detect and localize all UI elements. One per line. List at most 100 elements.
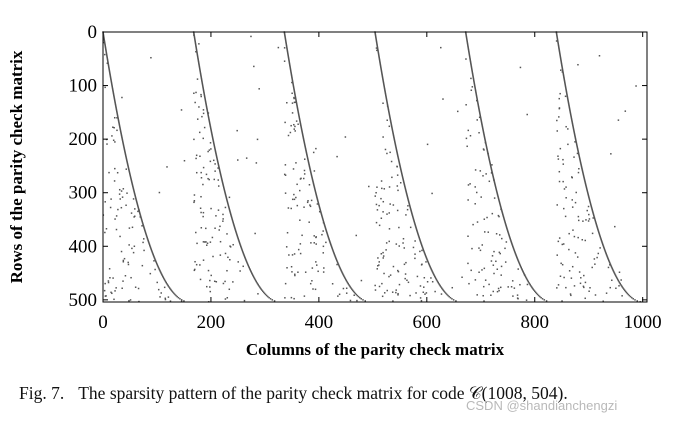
nonzero-point (478, 116, 481, 119)
nonzero-point (198, 67, 201, 70)
nonzero-point (510, 242, 513, 244)
nonzero-point (466, 40, 468, 43)
nonzero-point (430, 269, 433, 271)
nonzero-point (230, 216, 233, 219)
nonzero-point (120, 130, 122, 133)
nonzero-point (620, 279, 622, 281)
nonzero-point (466, 39, 468, 42)
nonzero-point (396, 150, 398, 152)
nonzero-point (233, 225, 235, 227)
nonzero-point (445, 292, 447, 295)
nonzero-point (519, 66, 522, 69)
nonzero-point (451, 286, 454, 289)
nonzero-point (304, 158, 306, 160)
nonzero-point (291, 79, 294, 81)
nonzero-point (383, 86, 386, 89)
nonzero-point (392, 135, 395, 137)
nonzero-point (311, 280, 313, 282)
nonzero-point (109, 77, 112, 79)
nonzero-point (512, 246, 514, 249)
nonzero-point (526, 283, 529, 286)
nonzero-point (556, 39, 559, 42)
nonzero-point (129, 299, 132, 301)
nonzero-point (478, 108, 480, 110)
nonzero-point (148, 243, 151, 245)
nonzero-point (501, 210, 503, 212)
nonzero-point (347, 283, 349, 285)
nonzero-point (410, 211, 413, 213)
nonzero-point (134, 195, 136, 197)
nonzero-point (158, 269, 161, 271)
nonzero-point (211, 135, 214, 137)
nonzero-point (381, 295, 384, 298)
nonzero-point (585, 184, 587, 186)
nonzero-point (577, 219, 580, 222)
nonzero-point (263, 292, 266, 295)
nonzero-point (323, 224, 326, 226)
nonzero-point (112, 91, 114, 93)
nonzero-point (119, 235, 121, 238)
nonzero-point (196, 118, 199, 120)
nonzero-point (325, 228, 327, 230)
nonzero-point (574, 141, 576, 143)
nonzero-point (194, 40, 196, 43)
nonzero-point (574, 136, 576, 138)
nonzero-point (611, 268, 614, 270)
nonzero-point (310, 242, 312, 244)
nonzero-point (291, 102, 294, 104)
nonzero-point (411, 214, 414, 216)
plot-area (103, 32, 647, 302)
nonzero-point (287, 56, 290, 59)
nonzero-point (395, 149, 398, 151)
nonzero-point (499, 202, 501, 205)
nonzero-point (224, 298, 227, 300)
nonzero-point (322, 218, 324, 221)
nonzero-point (316, 198, 319, 200)
nonzero-point (414, 240, 416, 242)
nonzero-point (383, 85, 385, 88)
nonzero-point (121, 139, 124, 141)
nonzero-point (495, 260, 497, 263)
nonzero-point (234, 227, 236, 229)
nonzero-point (195, 171, 198, 174)
nonzero-point (379, 60, 381, 62)
nonzero-point (331, 246, 333, 249)
nonzero-point (219, 170, 221, 173)
nonzero-point (203, 93, 205, 95)
nonzero-point (583, 176, 585, 179)
nonzero-point (128, 227, 131, 229)
nonzero-point (193, 33, 195, 35)
nonzero-point (320, 213, 323, 215)
nonzero-point (511, 243, 513, 245)
nonzero-point (125, 168, 128, 170)
nonzero-point (468, 52, 470, 55)
nonzero-point (562, 74, 565, 76)
nonzero-point (381, 74, 383, 76)
nonzero-point (385, 249, 387, 251)
nonzero-point (134, 196, 137, 198)
y-tick-label: 500 (69, 290, 98, 311)
nonzero-point (427, 260, 429, 263)
nonzero-point (561, 300, 563, 302)
nonzero-point (387, 108, 390, 110)
nonzero-point (118, 122, 120, 124)
nonzero-point (147, 239, 149, 241)
nonzero-point (114, 103, 117, 105)
nonzero-point (492, 175, 494, 178)
nonzero-point (110, 82, 113, 85)
nonzero-point (584, 239, 587, 242)
nonzero-point (299, 243, 302, 245)
nonzero-point (469, 183, 471, 185)
nonzero-point (120, 134, 123, 136)
nonzero-point (305, 152, 308, 154)
nonzero-point (608, 261, 611, 264)
nonzero-point (140, 218, 143, 221)
nonzero-point (163, 278, 166, 281)
nonzero-point (200, 74, 202, 76)
nonzero-point (567, 98, 569, 101)
nonzero-point (587, 191, 589, 194)
nonzero-point (577, 149, 579, 151)
nonzero-point (128, 244, 130, 246)
nonzero-point (302, 135, 304, 137)
nonzero-point (380, 68, 382, 71)
